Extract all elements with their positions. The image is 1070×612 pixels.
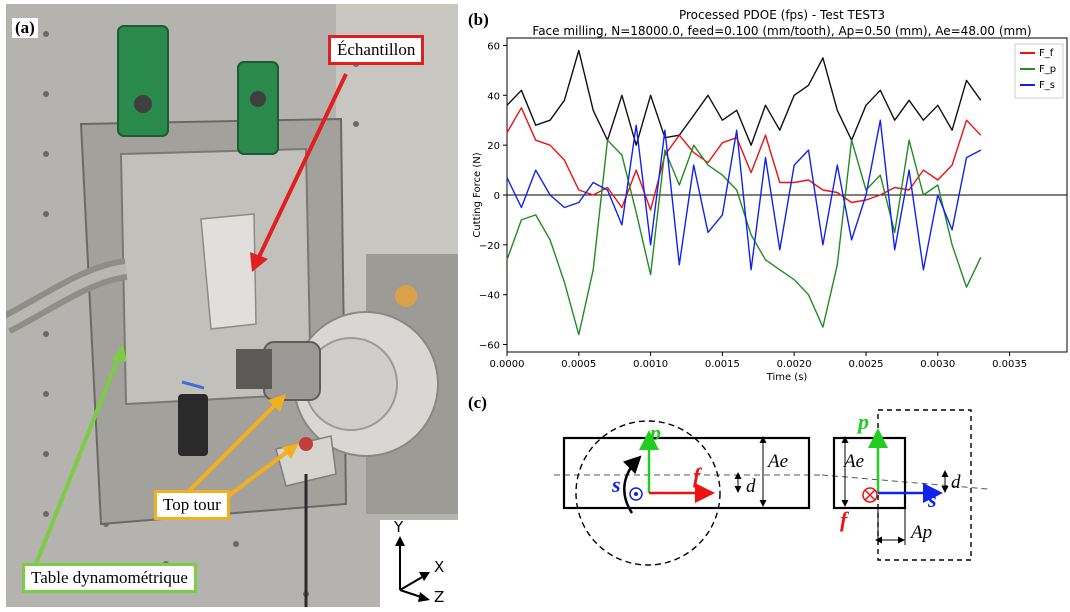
chart-plot-svg: −60 −40 −20 0 20 40 60 0.0000 0.0005 0.0010 0.0015… <box>472 37 1068 383</box>
diagram-s-label-2: s <box>927 487 937 512</box>
legend-label: F_f <box>1039 48 1054 59</box>
x-tick-label: 0.0030 <box>920 359 955 370</box>
x-tick-label: 0.0035 <box>992 359 1027 370</box>
diagram-d-label-2: d <box>951 472 961 493</box>
axis-x-label: X <box>434 558 445 576</box>
x-axis-label: Time (s) <box>766 372 808 383</box>
y-axis-label: Cutting Force (N) <box>472 152 483 237</box>
y-tick-label: 40 <box>487 91 500 102</box>
x-tick-label: 0.0010 <box>633 359 668 370</box>
diagram-f-label-2: f <box>840 507 850 532</box>
diagram-ae-label-2: Ae <box>842 451 864 472</box>
series-line-F_p <box>506 139 982 336</box>
callout-echantillon: Échantillon <box>328 35 425 65</box>
legend-label: F_p <box>1039 64 1056 75</box>
chart-title: Processed PDOE (fps) - Test TEST3 <box>678 8 885 22</box>
top-view <box>554 420 822 566</box>
axis-y-label: Y <box>394 518 404 536</box>
axes-triad-arrows <box>395 536 430 602</box>
y-tick-label: 60 <box>487 41 500 52</box>
y-tick-label: −20 <box>479 241 500 252</box>
cutting-geometry-diagram: (c) p f s Ae d <box>462 393 1070 609</box>
diagram-ap-label-2: Ap <box>909 522 932 543</box>
callout-top-tour: Top tour <box>154 490 230 520</box>
diagram-p-label-1: p <box>648 420 661 445</box>
panel-a-label: (a) <box>12 18 38 38</box>
panel-b-label: (b) <box>468 10 489 29</box>
series-line-F_s <box>506 119 982 271</box>
setup-photo: (a) <box>6 4 458 607</box>
series-line-total <box>506 49 982 146</box>
axes-triad: Y X Z <box>380 518 458 607</box>
y-tick-label: −40 <box>479 291 500 302</box>
diagram-svg: p f s Ae d p f s <box>554 409 989 566</box>
axis-z-label: Z <box>434 588 445 606</box>
y-tick-label: 20 <box>487 141 500 152</box>
x-tick-label: 0.0025 <box>848 359 883 370</box>
y-tick-label: 0 <box>494 191 500 202</box>
x-tick-label: 0.0000 <box>490 359 525 370</box>
diagram-ae-label-1: Ae <box>766 451 788 472</box>
diagram-s-label-1: s <box>611 472 621 497</box>
setup-photo-illustration <box>6 4 458 607</box>
side-view <box>821 409 989 561</box>
y-tick-label: −60 <box>479 341 500 352</box>
force-chart: (b) Processed PDOE (fps) - Test TEST3 Fa… <box>462 0 1070 395</box>
chart-subtitle: Face milling, N=18000.0, feed=0.100 (mm/… <box>532 24 1032 38</box>
legend-label: F_s <box>1039 80 1055 91</box>
x-tick-label: 0.0015 <box>705 359 740 370</box>
diagram-p-label-2: p <box>856 409 869 434</box>
diagram-f-label-1: f <box>693 463 703 488</box>
callout-table-dynamometrique: Table dynamométrique <box>22 563 197 593</box>
x-tick-label: 0.0005 <box>561 359 596 370</box>
diagram-d-label-1: d <box>746 476 756 497</box>
x-tick-label: 0.0020 <box>777 359 812 370</box>
panel-c-label: (c) <box>468 393 487 412</box>
